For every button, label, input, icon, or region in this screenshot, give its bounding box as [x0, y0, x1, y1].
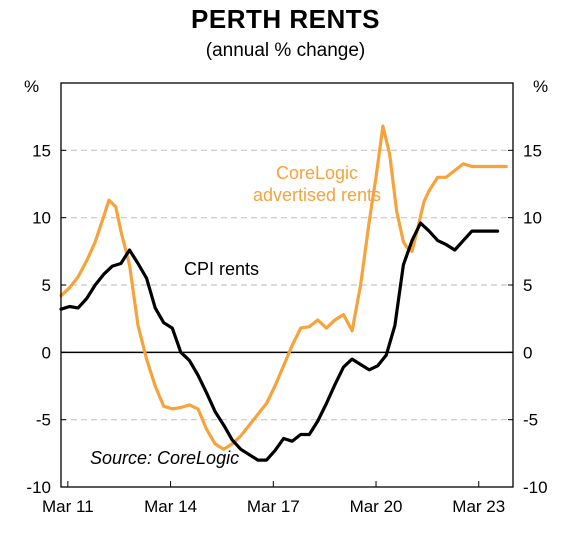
y-tick-right: -10 [523, 478, 548, 497]
chart-subtitle: (annual % change) [205, 40, 366, 61]
y-tick-left: 15 [32, 141, 51, 160]
series-line-corelogic-advertised-rents [59, 124, 508, 451]
y-tick-right: 5 [523, 276, 532, 295]
series-label-line: advertised rents [253, 185, 381, 205]
gridlines [61, 149, 513, 421]
y-axis-right-unit: % [533, 77, 548, 96]
y-tick-right: 0 [523, 343, 532, 362]
x-tick-label: Mar 11 [42, 497, 94, 516]
x-tick-label: Mar 23 [452, 497, 505, 516]
y-tick-left: -10 [26, 478, 51, 497]
series-layer [59, 124, 508, 462]
y-tick-left: 5 [42, 276, 51, 295]
y-tick-right: 10 [523, 209, 542, 228]
y-tick-right: -5 [523, 411, 538, 430]
y-axis-left: -10 -5 0 5 10 15 [26, 141, 66, 497]
y-axis-left-unit: % [24, 77, 39, 96]
y-tick-left: -5 [36, 411, 51, 430]
x-axis: Mar 11 Mar 14 Mar 17 Mar 20 Mar 23 [42, 481, 505, 516]
series-label-cpi-rents: CPI rents [184, 259, 259, 279]
x-tick-label: Mar 20 [350, 497, 403, 516]
x-tick-label: Mar 14 [144, 497, 197, 516]
series-label-corelogic: CoreLogic advertised rents [253, 163, 381, 205]
chart-title: PERTH RENTS [191, 4, 380, 34]
series-line-cpi-rents [59, 221, 500, 462]
y-tick-right: 15 [523, 141, 542, 160]
y-tick-left: 10 [32, 209, 51, 228]
series-label-line: CoreLogic [276, 163, 358, 183]
source-note: Source: CoreLogic [90, 448, 239, 468]
x-tick-label: Mar 17 [247, 497, 300, 516]
y-axis-right: -10 -5 0 5 10 15 [508, 141, 548, 497]
y-tick-left: 0 [42, 343, 51, 362]
